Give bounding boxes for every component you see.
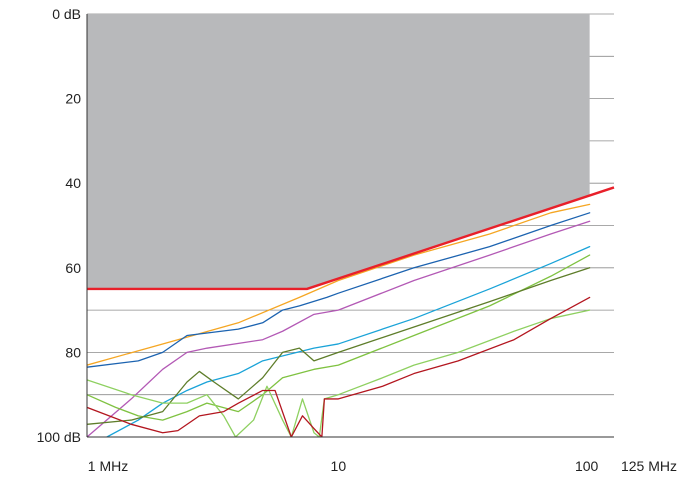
series-line-2: [87, 212, 591, 368]
x-tick-label: 1 MHz: [88, 458, 128, 474]
series-line-1: [87, 203, 591, 366]
series-line-7: [87, 309, 591, 437]
limit-region-layer: [87, 14, 590, 289]
x-tick-label: 125 MHz: [621, 458, 677, 474]
x-tick-label: 10: [331, 458, 347, 474]
y-tick-label: 100 dB: [37, 429, 81, 445]
axis-layer: [86, 14, 614, 438]
series-line-6: [87, 267, 591, 425]
limit-line: [87, 186, 615, 291]
limit-region: [87, 14, 590, 289]
y-tick-label: 40: [65, 175, 81, 191]
y-tick-label: 0 dB: [52, 6, 81, 22]
x-tick-label-layer: 1 MHz 10 100 125 MHz: [88, 458, 677, 474]
series-layer: [87, 203, 591, 437]
y-tick-label: 20: [65, 91, 81, 107]
series-line-8: [87, 296, 591, 437]
y-tick-label-layer: 0 dB 20 40 60 80 100 dB: [37, 6, 82, 445]
series-line-3: [87, 220, 591, 437]
limit-line-layer: [87, 186, 615, 291]
series-line-5: [87, 254, 591, 421]
y-tick-label: 80: [65, 344, 81, 360]
x-tick-label: 100: [575, 458, 599, 474]
y-tick-label: 60: [65, 260, 81, 276]
